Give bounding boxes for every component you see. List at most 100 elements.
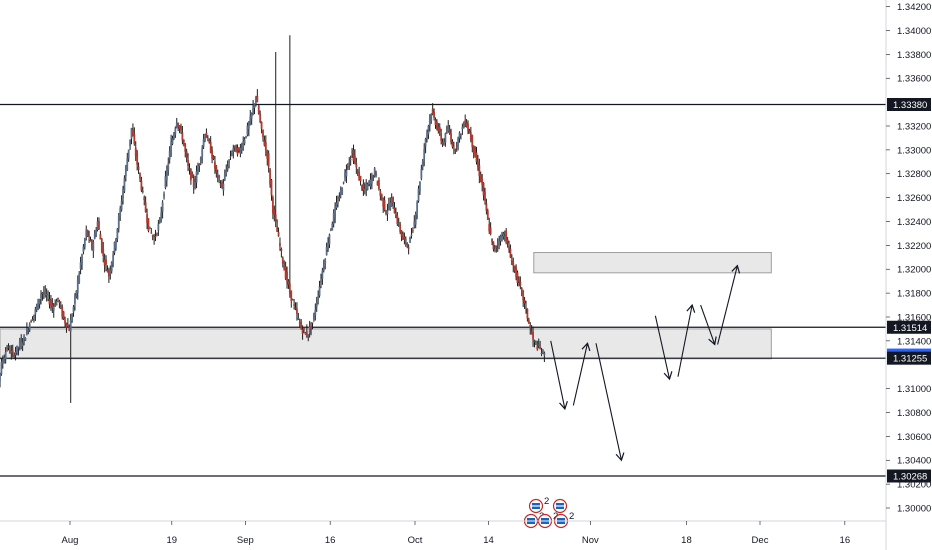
- candle-down: [61, 306, 64, 317]
- candle-down: [482, 182, 485, 196]
- candle-up: [413, 221, 416, 227]
- projection-arrow[interactable]: [572, 342, 591, 406]
- candle-down: [352, 150, 355, 162]
- event-marker-flag-icon[interactable]: [552, 498, 568, 514]
- event-count-label: 2: [569, 511, 574, 522]
- price-axis[interactable]: 1.34200 1.34000 1.33800 1.33600 1.33200 1.330…: [886, 2, 931, 514]
- candle-down: [392, 196, 394, 203]
- candle-up: [460, 134, 462, 136]
- price-tag[interactable]: 1.31514: [887, 320, 931, 334]
- candle-up: [16, 345, 18, 353]
- candle-down: [505, 230, 508, 243]
- candle-up: [96, 221, 99, 230]
- event-marker-flag-icon[interactable]: 2: [528, 496, 550, 514]
- demand-zone[interactable]: [0, 328, 772, 360]
- candle-up: [458, 132, 461, 139]
- candle-down: [407, 247, 410, 249]
- candle-down: [64, 319, 66, 324]
- projection-arrow[interactable]: [595, 343, 625, 462]
- candle-down: [440, 132, 443, 141]
- candle-up: [501, 236, 503, 242]
- candle-down: [395, 214, 397, 219]
- candle-up: [315, 302, 318, 308]
- candle-down: [156, 233, 158, 235]
- price-tag-label: 1.30268: [893, 472, 927, 483]
- projection-arrow[interactable]: [654, 315, 673, 381]
- candle-up: [223, 174, 226, 181]
- candle-up: [313, 313, 315, 321]
- candle-down: [273, 209, 276, 215]
- price-tick-label: 1.33200: [897, 121, 931, 132]
- candle-up: [28, 323, 31, 330]
- candle-up: [404, 239, 407, 242]
- candle-up: [161, 202, 164, 212]
- candle-up: [318, 286, 321, 296]
- candle-down: [310, 325, 312, 329]
- candle-up: [255, 97, 257, 105]
- candle-down: [451, 141, 454, 147]
- candle-up: [329, 228, 332, 231]
- candle-up: [25, 328, 28, 335]
- candle-down: [187, 159, 189, 166]
- candle-up: [498, 242, 501, 244]
- candle-down: [262, 129, 264, 138]
- candle-up: [444, 133, 447, 143]
- projection-arrow[interactable]: [717, 264, 741, 345]
- candle-down: [212, 156, 215, 159]
- plot-area[interactable]: 2222: [0, 35, 886, 529]
- candle-down: [530, 331, 533, 335]
- candle-up: [160, 212, 163, 221]
- candle-down: [30, 320, 33, 323]
- candle-down: [518, 278, 520, 281]
- candle-down: [455, 145, 458, 147]
- candle-up: [74, 295, 76, 304]
- candle-up: [332, 212, 335, 224]
- candle-down: [271, 197, 274, 214]
- candle-down: [287, 280, 290, 285]
- candle-up: [198, 164, 201, 167]
- price-tag[interactable]: 1.33380: [887, 98, 931, 111]
- price-tag[interactable]: 1.30268: [887, 469, 931, 483]
- candle-up: [338, 197, 341, 199]
- projection-arrow[interactable]: [700, 304, 717, 346]
- candle-down: [515, 267, 517, 278]
- candle-up: [148, 226, 151, 229]
- candle-down: [468, 130, 471, 134]
- candle-up: [0, 361, 3, 375]
- candle-up: [167, 163, 170, 171]
- candle-down: [489, 227, 492, 235]
- candle-up: [116, 228, 119, 240]
- candle-down: [263, 140, 266, 146]
- price-tick-label: 1.33800: [897, 50, 931, 61]
- candle-down: [188, 168, 191, 170]
- candle-up: [430, 114, 433, 121]
- candle-down: [256, 96, 259, 103]
- candle-up: [153, 238, 156, 240]
- candle-down: [396, 215, 399, 225]
- candle-down: [486, 210, 489, 220]
- time-axis[interactable]: Aug 19 Sep 16 Oct 14 Nov 18 Dec 16: [62, 521, 851, 546]
- price-tick-label: 1.31800: [897, 289, 931, 300]
- candle-down: [478, 165, 481, 177]
- candle-up: [443, 141, 445, 144]
- projection-arrow[interactable]: [550, 340, 568, 411]
- supply-zone[interactable]: [533, 252, 772, 274]
- candle-up: [331, 223, 334, 231]
- candle-down: [41, 292, 44, 295]
- candle-down: [520, 287, 523, 290]
- projection-arrow[interactable]: [677, 303, 696, 377]
- candle-up: [348, 162, 351, 164]
- candle-down: [492, 241, 495, 250]
- candle-up: [174, 128, 177, 135]
- price-tick-label: 1.31400: [897, 336, 931, 347]
- price-tick-label: 1.32000: [897, 265, 931, 276]
- candle-down: [6, 348, 8, 350]
- candle-up: [370, 174, 373, 184]
- price-tick-label: 1.32800: [897, 169, 931, 180]
- candle-down: [147, 218, 150, 231]
- price-tag[interactable]: 1.31255: [887, 351, 931, 365]
- candle-up: [72, 306, 75, 313]
- candle-up: [117, 216, 120, 229]
- candle-down: [150, 232, 153, 234]
